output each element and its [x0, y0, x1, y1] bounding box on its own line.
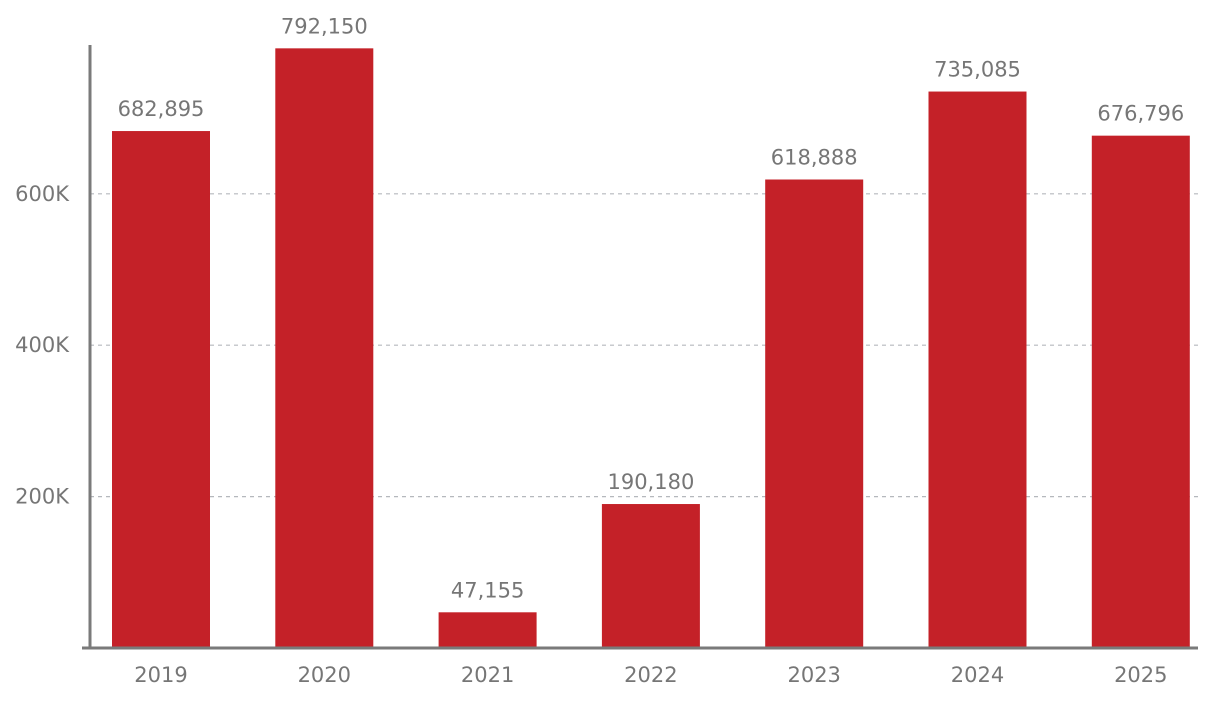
bar-2023: [765, 179, 864, 649]
data-label-2025: 676,796: [1097, 102, 1184, 126]
data-label-2022: 190,180: [607, 470, 694, 494]
y-tick-label: 600K: [15, 182, 70, 206]
data-labels: 682,895 792,150 47,155 190,180 618,888 735,08…: [118, 14, 1185, 602]
y-tick-labels: 200K 400K 600K: [15, 182, 70, 509]
bar-2024: [928, 91, 1027, 649]
x-tick-label-2022: 2022: [624, 663, 677, 687]
axes: [82, 45, 1198, 650]
bar-2021: [438, 612, 537, 648]
bars: [112, 48, 1190, 649]
data-label-2019: 682,895: [118, 97, 205, 121]
bar-2022: [601, 504, 700, 648]
bar-2019: [112, 131, 210, 649]
y-tick-label: 400K: [15, 333, 70, 357]
data-label-2021: 47,155: [451, 578, 524, 602]
y-tick-label: 200K: [15, 485, 70, 509]
x-tick-label-2023: 2023: [787, 663, 840, 687]
x-tick-labels: 2019 2020 2021 2022 2023 2024 2025: [134, 663, 1167, 687]
grid-lines: [90, 193, 1198, 498]
data-label-2020: 792,150: [281, 14, 368, 38]
x-tick-label-2025: 2025: [1114, 663, 1167, 687]
x-tick-label-2019: 2019: [134, 663, 187, 687]
data-label-2024: 735,085: [934, 58, 1021, 82]
x-tick-label-2021: 2021: [461, 663, 514, 687]
bar-2025: [1091, 135, 1190, 649]
x-tick-label-2024: 2024: [951, 663, 1004, 687]
data-label-2023: 618,888: [771, 146, 858, 170]
bar-2020: [275, 48, 374, 648]
x-tick-label-2020: 2020: [298, 663, 351, 687]
